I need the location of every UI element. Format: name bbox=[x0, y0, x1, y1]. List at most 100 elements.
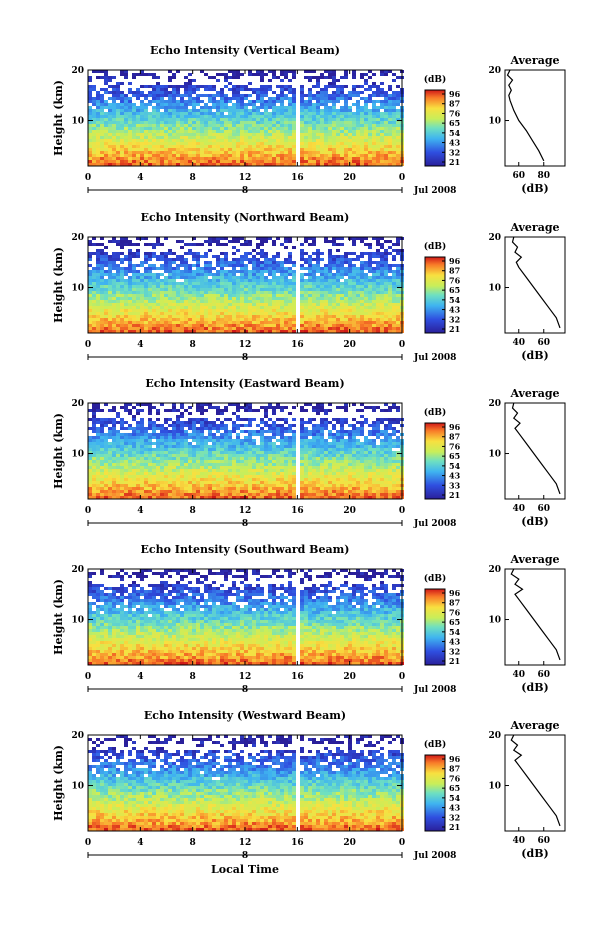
heatmap-cell bbox=[276, 312, 280, 315]
heatmap-cell bbox=[380, 330, 384, 333]
heatmap-cell bbox=[144, 403, 148, 406]
heatmap-cell bbox=[340, 154, 344, 157]
heatmap-cell bbox=[136, 297, 140, 300]
heatmap-cell bbox=[96, 136, 100, 139]
heatmap-cell bbox=[304, 330, 308, 333]
heatmap-cell bbox=[132, 312, 136, 315]
heatmap-cell bbox=[220, 324, 224, 327]
heatmap-cell bbox=[112, 91, 116, 94]
heatmap-cell bbox=[340, 145, 344, 148]
heatmap-cell bbox=[344, 291, 348, 294]
heatmap-cell bbox=[168, 151, 172, 154]
heatmap-cell bbox=[160, 279, 164, 282]
heatmap-cell bbox=[120, 427, 124, 430]
heatmap-cell bbox=[212, 163, 216, 166]
heatmap-cell bbox=[204, 424, 208, 427]
heatmap-cell bbox=[316, 157, 320, 160]
heatmap-cell bbox=[160, 88, 164, 91]
heatmap-cell bbox=[260, 315, 264, 318]
heatmap-cell bbox=[372, 330, 376, 333]
heatmap-cell bbox=[320, 109, 324, 112]
heatmap-cell bbox=[320, 409, 324, 412]
heatmap-cell bbox=[256, 300, 260, 303]
heatmap-cell bbox=[248, 118, 252, 121]
heatmap-cell bbox=[124, 330, 128, 333]
heatmap-cell bbox=[336, 112, 340, 115]
heatmap-cell bbox=[272, 163, 276, 166]
heatmap-cell bbox=[160, 288, 164, 291]
heatmap-cell bbox=[268, 130, 272, 133]
heatmap-cell bbox=[148, 439, 152, 442]
heatmap-cell bbox=[236, 70, 240, 73]
heatmap-cell bbox=[392, 318, 396, 321]
heatmap-cell bbox=[336, 154, 340, 157]
heatmap-cell bbox=[92, 127, 96, 130]
heatmap-cell bbox=[240, 109, 244, 112]
heatmap-cell bbox=[236, 112, 240, 115]
heatmap-cell bbox=[244, 136, 248, 139]
heatmap-cell bbox=[180, 294, 184, 297]
heatmap-cell bbox=[376, 133, 380, 136]
colorbar-tick-label: 21 bbox=[449, 157, 460, 167]
heatmap-cell bbox=[256, 309, 260, 312]
heatmap-cell bbox=[392, 324, 396, 327]
heatmap-cell bbox=[140, 279, 144, 282]
heatmap-cell bbox=[208, 139, 212, 142]
heatmap-cell bbox=[268, 306, 272, 309]
heatmap-cell bbox=[288, 139, 292, 142]
colorbar-tick-label: 76 bbox=[449, 108, 461, 118]
heatmap-cell bbox=[100, 327, 104, 330]
heatmap-cell bbox=[248, 288, 252, 291]
heatmap-cell bbox=[216, 291, 220, 294]
heatmap-cell bbox=[252, 321, 256, 324]
heatmap-cell bbox=[148, 252, 152, 255]
heatmap-cell bbox=[236, 258, 240, 261]
heatmap-cell bbox=[92, 121, 96, 124]
heatmap-cell bbox=[172, 163, 176, 166]
heatmap-cell bbox=[108, 240, 112, 243]
heatmap-cell bbox=[184, 264, 188, 267]
heatmap-cell bbox=[212, 282, 216, 285]
heatmap-cell bbox=[304, 252, 308, 255]
heatmap-cell bbox=[352, 285, 356, 288]
heatmap-cell bbox=[100, 300, 104, 303]
heatmap-cell bbox=[304, 442, 308, 445]
heatmap-cell bbox=[116, 118, 120, 121]
heatmap-cell bbox=[252, 267, 256, 270]
heatmap-cell bbox=[224, 163, 228, 166]
heatmap-cell bbox=[224, 330, 228, 333]
heatmap-cell bbox=[92, 115, 96, 118]
heatmap-cell bbox=[248, 439, 252, 442]
heatmap-cell bbox=[128, 106, 132, 109]
heatmap-cell bbox=[124, 160, 128, 163]
heatmap-cell bbox=[284, 240, 288, 243]
heatmap-cell bbox=[104, 261, 108, 264]
heatmap-cell bbox=[232, 252, 236, 255]
heatmap-cell bbox=[368, 133, 372, 136]
heatmap-cell bbox=[320, 145, 324, 148]
heatmap-cell bbox=[264, 85, 268, 88]
heatmap-cell bbox=[136, 145, 140, 148]
heatmap-cell bbox=[156, 103, 160, 106]
heatmap-cell bbox=[328, 279, 332, 282]
heatmap-cell bbox=[144, 303, 148, 306]
heatmap-cell bbox=[120, 142, 124, 145]
heatmap-cell bbox=[344, 145, 348, 148]
heatmap-cell bbox=[272, 282, 276, 285]
heatmap-cell bbox=[320, 118, 324, 121]
heatmap-cell bbox=[360, 237, 364, 240]
heatmap-cell bbox=[240, 418, 244, 421]
heatmap-cell bbox=[136, 442, 140, 445]
heatmap-cell bbox=[132, 430, 136, 433]
heatmap-cell bbox=[228, 264, 232, 267]
heatmap-cell bbox=[96, 106, 100, 109]
heatmap-cell bbox=[380, 70, 384, 73]
heatmap-cell bbox=[300, 157, 304, 160]
heatmap-cell bbox=[116, 157, 120, 160]
heatmap-cell bbox=[256, 324, 260, 327]
heatmap-cell bbox=[240, 130, 244, 133]
heatmap-cell bbox=[100, 270, 104, 273]
heatmap-cell bbox=[200, 130, 204, 133]
heatmap-cell bbox=[280, 270, 284, 273]
heatmap-cell bbox=[160, 267, 164, 270]
